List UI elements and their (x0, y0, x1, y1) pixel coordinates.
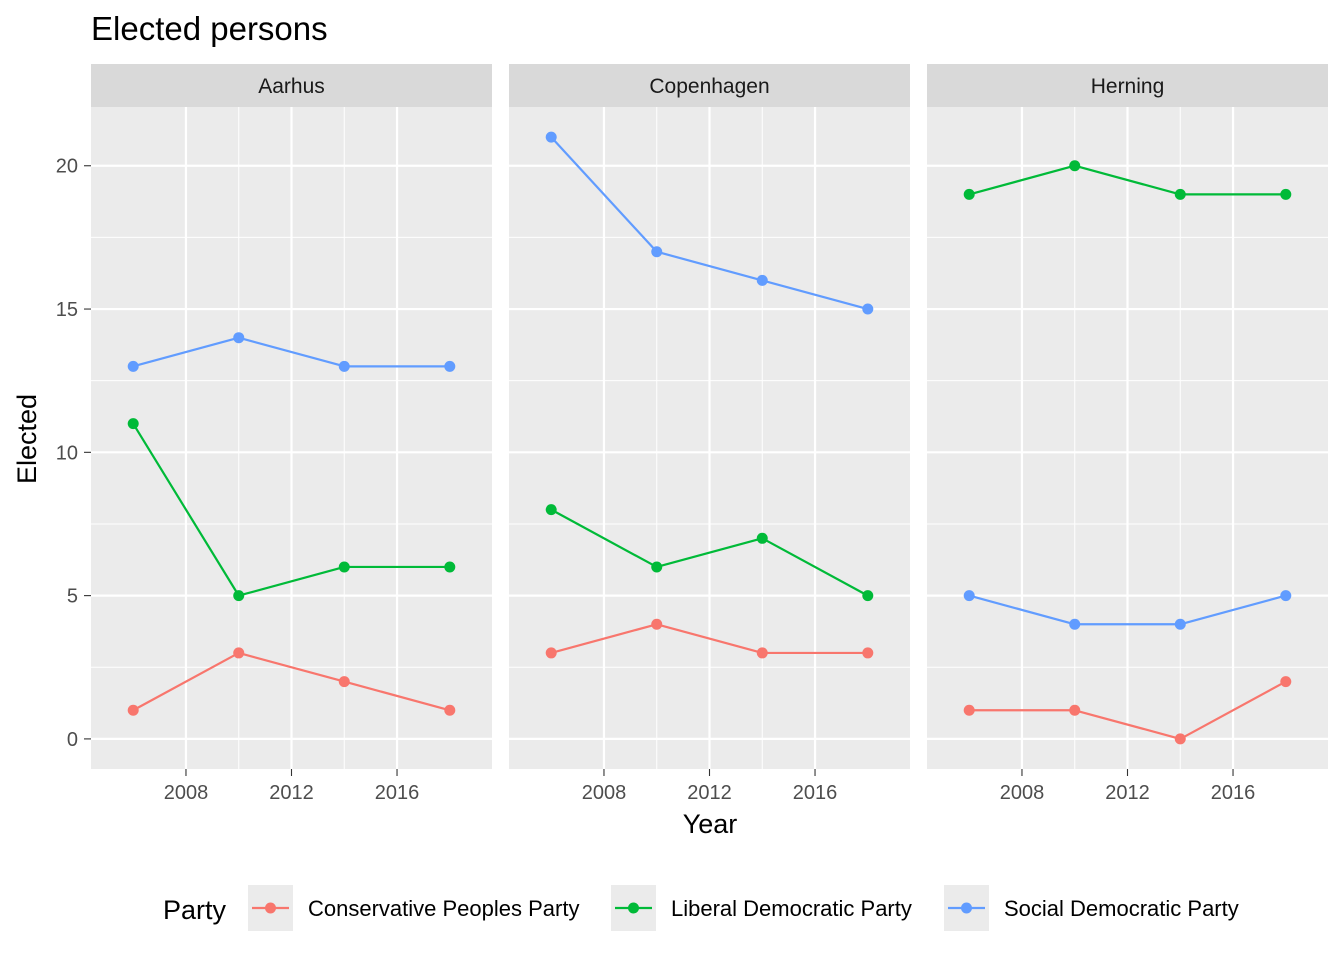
data-point-liberal-democratic-party (127, 418, 139, 430)
data-point-conservative-peoples-party (1069, 704, 1081, 716)
data-point-social-democratic-party (127, 360, 139, 372)
legend-item-conservative-peoples-party: Conservative Peoples Party (248, 885, 579, 931)
facet-strip-label: Copenhagen (649, 75, 769, 98)
data-point-conservative-peoples-party (963, 704, 975, 716)
data-point-social-democratic-party (233, 332, 245, 344)
data-point-liberal-democratic-party (862, 590, 874, 602)
chart-title: Elected persons (91, 10, 328, 47)
data-point-conservative-peoples-party (756, 647, 768, 659)
x-tick-label-2: 2016 (793, 782, 838, 804)
series-line-conservative-peoples-party (969, 680, 1287, 741)
legend-key-point (961, 902, 972, 914)
data-point-conservative-peoples-party (338, 676, 350, 688)
data-point-social-democratic-party (545, 131, 557, 143)
series-line-social-democratic-party (968, 594, 1287, 626)
data-point-liberal-democratic-party (651, 561, 663, 573)
x-tick-label-1: 2012 (1105, 782, 1150, 804)
series-line-social-democratic-party (550, 136, 869, 311)
x-tick-label-2: 2016 (375, 782, 420, 804)
data-point-social-democratic-party (862, 303, 874, 315)
legend-key-point (265, 902, 276, 914)
data-point-liberal-democratic-party (444, 561, 456, 573)
x-tick-label-0: 2008 (582, 782, 627, 804)
y-axis-title: Elected (12, 394, 42, 484)
facet-strip (91, 64, 492, 107)
data-point-conservative-peoples-party (651, 618, 663, 630)
data-point-liberal-democratic-party (1069, 160, 1081, 172)
data-point-liberal-democratic-party (1174, 188, 1186, 200)
x-tick-label-1: 2012 (687, 782, 732, 804)
facet-strip (927, 64, 1328, 107)
data-point-social-democratic-party (1174, 618, 1186, 630)
legend-label: Liberal Democratic Party (671, 896, 912, 921)
legend-label: Conservative Peoples Party (308, 896, 579, 921)
x-axis-title: Year (683, 809, 738, 839)
series-line-conservative-peoples-party (550, 623, 868, 655)
panel-copenhagen: Copenhagen 2008 2012 2016 (509, 64, 910, 804)
y-tick-label-3: 15 (56, 299, 78, 321)
facet-strip-label: Herning (1091, 75, 1165, 98)
x-tick-label-0: 2008 (164, 782, 209, 804)
data-point-conservative-peoples-party (1174, 733, 1186, 745)
data-point-social-democratic-party (756, 274, 768, 286)
data-point-liberal-democratic-party (1280, 188, 1292, 200)
data-point-social-democratic-party (444, 360, 456, 372)
x-tick-label-2: 2016 (1211, 782, 1256, 804)
y-tick-label-4: 20 (56, 156, 78, 178)
legend-item-liberal-democratic-party: Liberal Democratic Party (611, 885, 912, 931)
facet-strip (509, 64, 910, 107)
series-line-social-democratic-party (132, 336, 450, 368)
legend-title: Party (163, 895, 227, 925)
panel-herning: Herning 2008 2012 2016 (927, 64, 1328, 804)
data-point-conservative-peoples-party (233, 647, 245, 659)
x-tick-label-0: 2008 (1000, 782, 1045, 804)
legend-item-social-democratic-party: Social Democratic Party (944, 885, 1239, 931)
x-tick-label-1: 2012 (269, 782, 314, 804)
series-line-liberal-democratic-party (550, 508, 869, 597)
data-point-liberal-democratic-party (233, 590, 245, 602)
data-point-liberal-democratic-party (545, 504, 557, 516)
legend: Party Conservative Peoples Party Liberal … (163, 885, 1239, 931)
y-tick-label-0: 0 (67, 729, 78, 751)
y-tick-label-2: 10 (56, 442, 78, 464)
data-point-social-democratic-party (963, 590, 975, 602)
facet-strip-label: Aarhus (258, 75, 325, 98)
data-point-social-democratic-party (651, 246, 663, 258)
data-point-conservative-peoples-party (1280, 676, 1292, 688)
data-point-conservative-peoples-party (862, 647, 874, 659)
data-point-conservative-peoples-party (545, 647, 557, 659)
y-tick-label-1: 5 (67, 586, 78, 608)
data-point-liberal-democratic-party (338, 561, 350, 573)
data-point-social-democratic-party (1069, 618, 1081, 630)
data-point-liberal-democratic-party (756, 532, 768, 544)
data-point-social-democratic-party (338, 360, 350, 372)
facet-panels: 0 5 10 15 20 Aarhus 2008 2012 2016 Copenhagen 2008… (56, 64, 1328, 804)
series-line-liberal-democratic-party (132, 423, 450, 597)
series-line-conservative-peoples-party (132, 651, 451, 712)
legend-key-point (628, 902, 639, 914)
panel-aarhus: Aarhus 2008 2012 2016 (91, 64, 492, 804)
legend-label: Social Democratic Party (1004, 896, 1239, 921)
legend-items: Conservative Peoples Party Liberal Democr… (248, 885, 1239, 931)
data-point-social-democratic-party (1280, 590, 1292, 602)
data-point-conservative-peoples-party (127, 704, 139, 716)
data-point-liberal-democratic-party (963, 188, 975, 200)
series-line-liberal-democratic-party (968, 164, 1286, 196)
data-point-conservative-peoples-party (444, 704, 456, 716)
